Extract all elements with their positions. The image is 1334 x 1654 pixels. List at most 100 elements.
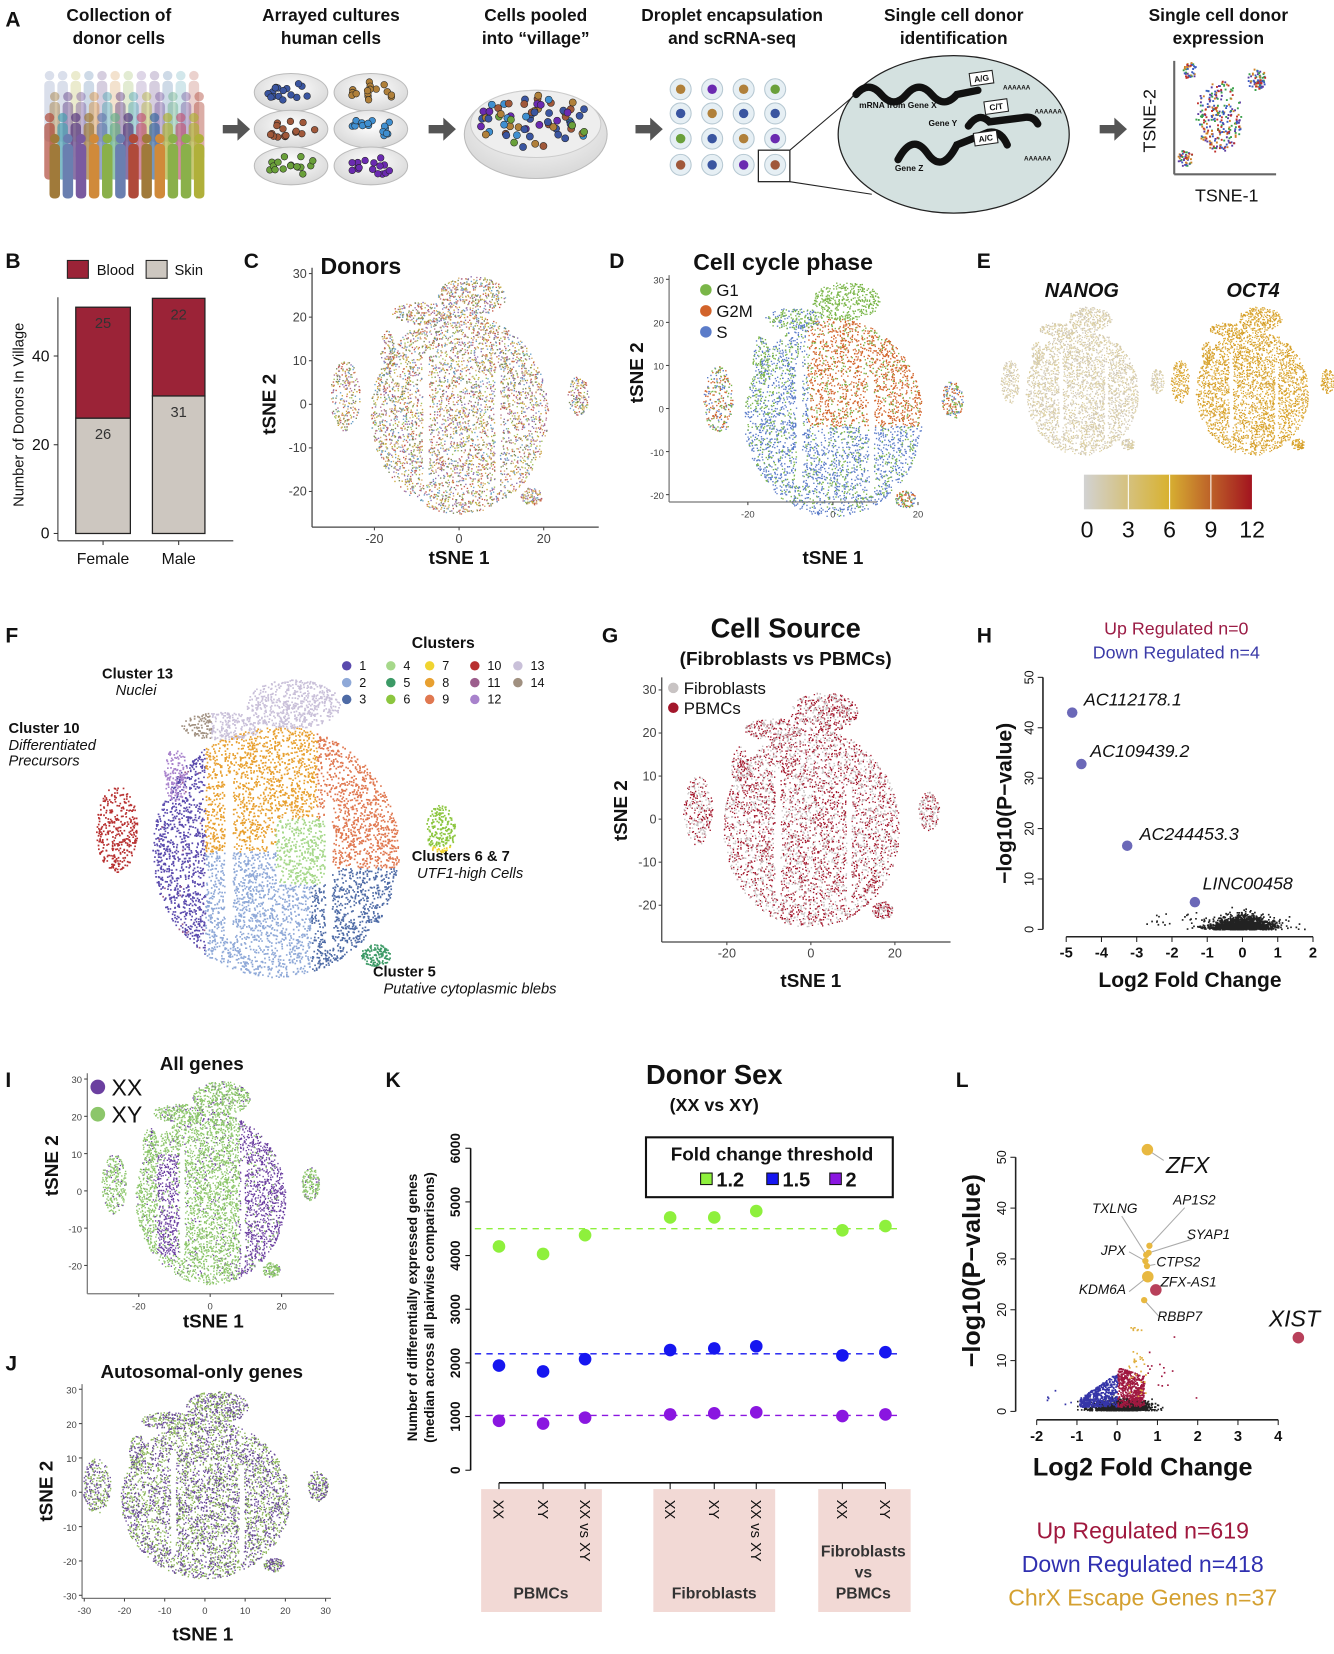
k-y-tick-label: 2000	[448, 1347, 463, 1378]
l-point-label: RBBP7	[1157, 1309, 1202, 1324]
panel-label-g: G	[602, 625, 618, 648]
step-title-line2: identification	[900, 28, 1008, 48]
h-x-tick-label: -5	[1060, 946, 1073, 962]
panel-label-h: H	[977, 625, 992, 648]
step-title-line2: donor cells	[73, 28, 165, 48]
k-point-threshold-1.2	[578, 1228, 592, 1242]
cell	[502, 131, 511, 140]
person-head	[50, 91, 60, 102]
d-legend-label: G2M	[716, 302, 752, 321]
f-annotation-subtitle: Differentiated	[9, 738, 97, 754]
culture-dish-icon	[253, 109, 329, 149]
g-y-tick-label: 0	[649, 812, 656, 826]
d-legend-label: S	[716, 323, 727, 342]
k-legend-label: 2	[846, 1170, 857, 1192]
g-subtitle: (Fibroblasts vs PBMCs)	[680, 649, 892, 670]
person-head	[176, 70, 186, 81]
f-cluster-points-group-5	[275, 818, 327, 886]
mrna-detail-ellipse	[837, 55, 1070, 214]
cell	[303, 92, 311, 100]
droplet-cell	[675, 160, 686, 170]
h-point-label: AC244453.3	[1139, 824, 1239, 844]
k-y-axis-label: (median across all pairwise comparisons)	[422, 1172, 437, 1443]
cell	[545, 109, 553, 117]
person-head	[155, 133, 165, 144]
k-point-threshold-1.2	[663, 1211, 677, 1224]
person-head	[71, 112, 81, 123]
f-cluster-points-group-4	[204, 726, 319, 853]
k-point-threshold-2	[749, 1405, 763, 1419]
h-x-tick-label: 0	[1238, 946, 1246, 962]
person-head	[194, 133, 204, 144]
j-x-tick-label: -10	[158, 1606, 172, 1617]
person-head	[84, 112, 94, 123]
j-x-tick-label: -30	[77, 1606, 91, 1617]
f-legend-label: 5	[403, 676, 410, 690]
d-phase-points-group-2	[703, 318, 964, 508]
cell	[513, 131, 521, 140]
step-title-line1: Arrayed cultures	[262, 5, 400, 25]
j-x-tick-label: 30	[320, 1606, 331, 1617]
legend-swatch-blood	[66, 259, 89, 279]
culture-dish-icon	[253, 146, 329, 186]
i-x-tick-label: 0	[208, 1302, 213, 1313]
l-x-tick-label: -1	[1070, 1429, 1083, 1445]
i-x-axis-label: tSNE 1	[183, 1311, 244, 1332]
k-point-threshold-2	[536, 1417, 550, 1430]
i-y-tick-label: 30	[72, 1075, 83, 1086]
k-y-tick-label: 4000	[448, 1240, 463, 1271]
k-point-threshold-2	[707, 1407, 721, 1420]
c-x-axis-label: tSNE 1	[429, 548, 490, 569]
cell	[355, 164, 363, 172]
f-legend-dot-14	[513, 677, 523, 688]
k-legend-label: 1.2	[716, 1170, 744, 1192]
d-y-tick-label: -10	[650, 448, 664, 459]
e-oct4-points-group-3	[1171, 307, 1334, 456]
cell	[376, 162, 384, 170]
i-x-tick-label: -20	[132, 1302, 146, 1313]
cell	[287, 91, 295, 99]
f-legend-label: 4	[403, 659, 410, 673]
legend-swatch-skin	[145, 259, 168, 279]
person-body	[49, 143, 61, 199]
c-x-tick-label: -20	[365, 532, 383, 546]
k-point-threshold-2	[879, 1408, 892, 1421]
d-legend-dot-s	[700, 326, 712, 338]
c-donor-points-group-6	[330, 277, 588, 515]
step-title-line1: Collection of	[66, 5, 171, 25]
h-y-axis-label: −log10(P−value)	[993, 723, 1016, 884]
person-head	[141, 133, 152, 144]
l-count-label: Down Regulated n=418	[1022, 1551, 1264, 1577]
person-head	[162, 70, 173, 81]
g-legend-label: Fibroblasts	[684, 679, 766, 698]
cell	[374, 170, 382, 178]
d-x-axis-label: tSNE 1	[802, 548, 863, 569]
f-legend-label: 12	[487, 693, 501, 707]
k-point-threshold-1.2	[536, 1247, 550, 1261]
b-x-tick-label: Female	[77, 551, 130, 568]
l-x-tick-label: 3	[1234, 1429, 1242, 1445]
k-subtitle: (XX vs XY)	[670, 1095, 759, 1115]
step-title-line1: Cells pooled	[484, 5, 587, 25]
j-sex-points-group-2	[83, 1392, 329, 1580]
cell	[297, 153, 305, 161]
g-y-tick-label: -10	[638, 855, 656, 869]
panel-label-k: K	[386, 1069, 401, 1092]
l-point-label: JPX	[1100, 1243, 1127, 1258]
l-background-points-2	[1046, 1373, 1119, 1408]
zoom-line	[789, 96, 854, 151]
polya-tail: AAAAAA	[1003, 84, 1031, 91]
f-cluster-points-group-1	[152, 748, 207, 955]
bar-value-label: 25	[95, 316, 111, 332]
cell	[544, 95, 553, 104]
k-legend-swatch-1.2	[700, 1172, 713, 1186]
d-legend-dot-g1	[700, 284, 712, 296]
j-x-tick-label: 0	[202, 1606, 207, 1617]
f-annotation-subtitle: Nuclei	[116, 683, 158, 699]
person-head	[50, 133, 60, 144]
f-cluster-points-group-3	[316, 733, 400, 870]
l-x-tick-label: 4	[1274, 1429, 1283, 1445]
person-head	[149, 112, 160, 123]
cell	[539, 142, 548, 150]
e-colorbar-label: 12	[1239, 517, 1265, 543]
